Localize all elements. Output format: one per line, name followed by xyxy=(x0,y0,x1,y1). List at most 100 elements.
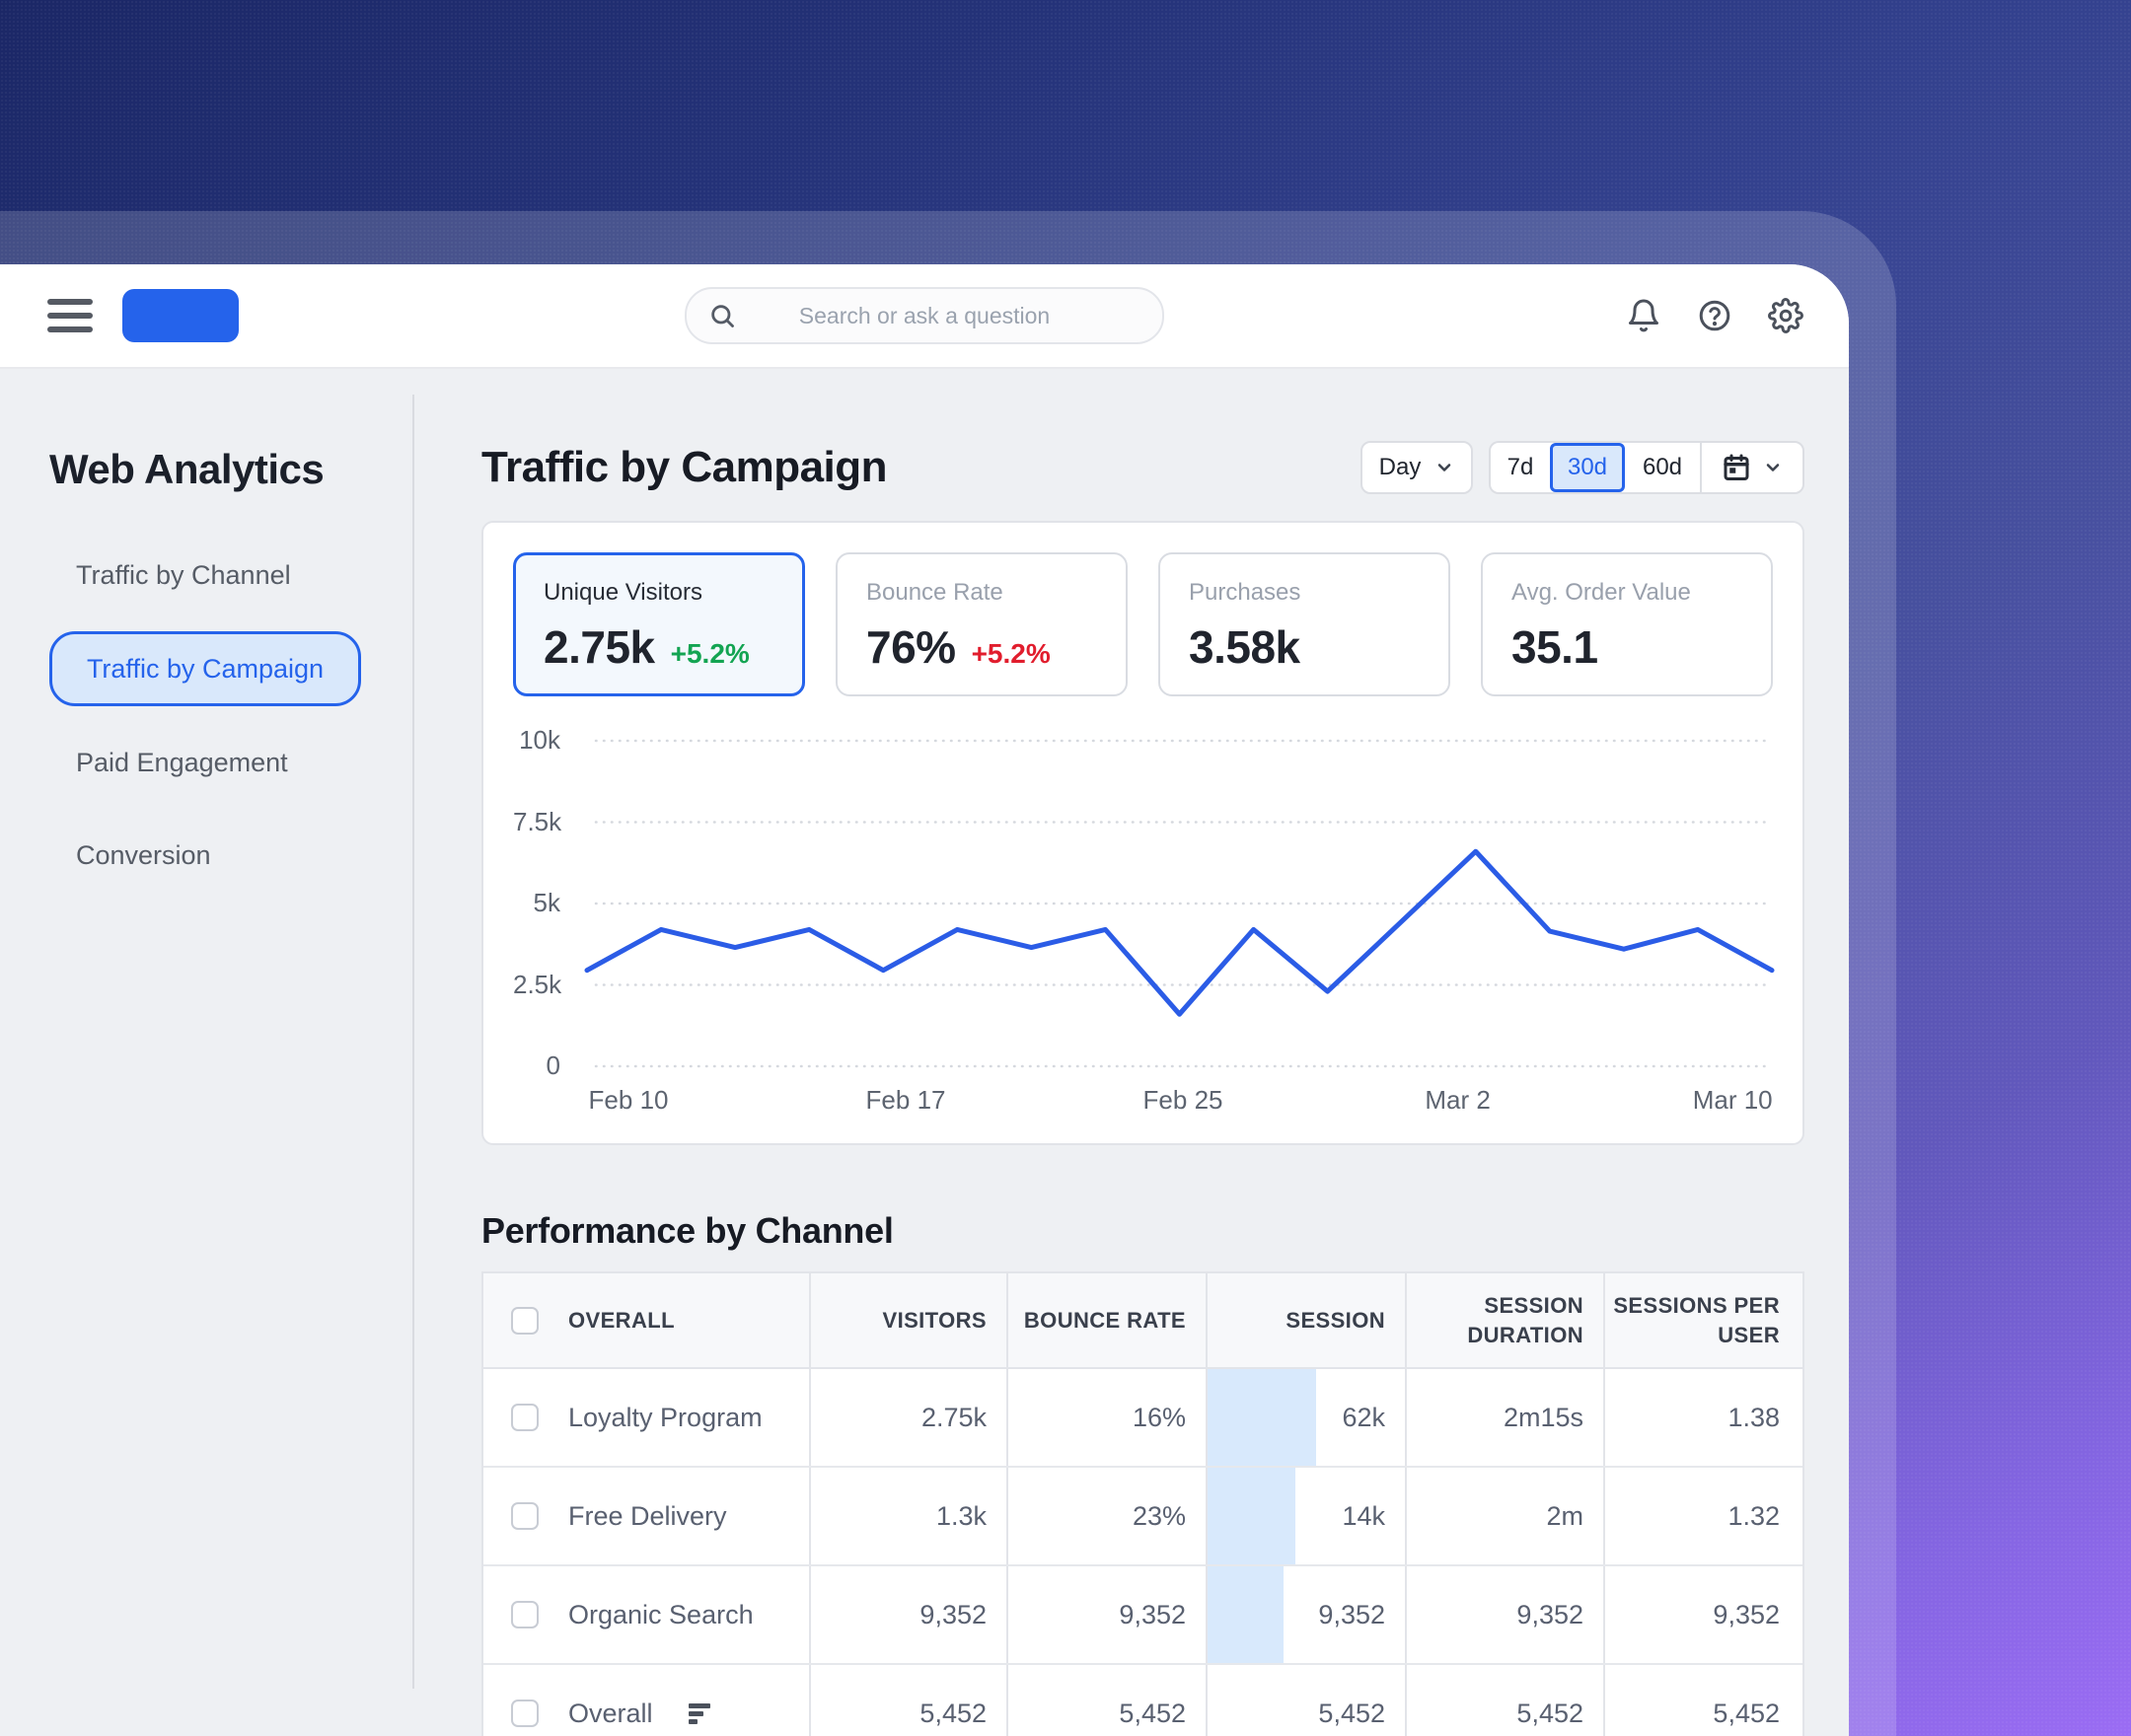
range-7d[interactable]: 7d xyxy=(1506,454,1534,480)
cell-value: 9,352 xyxy=(1119,1599,1186,1629)
cell-visitors: 1.3k xyxy=(811,1468,1008,1564)
cell-value: 2m15s xyxy=(1503,1402,1583,1432)
row-checkbox[interactable] xyxy=(511,1502,539,1530)
sidebar-item-conversion[interactable]: Conversion xyxy=(76,840,211,870)
cell-value: 9,352 xyxy=(1713,1599,1780,1629)
cell-sessions-per-user: 9,352 xyxy=(1605,1566,1800,1663)
cell-visitors: 5,452 xyxy=(811,1665,1008,1736)
granularity-dropdown[interactable]: Day xyxy=(1360,441,1473,494)
cell-visitors: 2.75k xyxy=(811,1369,1008,1466)
table-row-free-delivery[interactable]: Free Delivery 1.3k 23% 14k 2m 1.32 xyxy=(483,1468,1802,1566)
header-cell-visitors: VISITORS xyxy=(811,1273,1008,1367)
table-header-row: OVERALL VISITORS BOUNCE RATE SESSION SESSION… xyxy=(483,1273,1802,1369)
row-label: Overall xyxy=(568,1698,653,1728)
logo[interactable] xyxy=(122,289,239,342)
chevron-down-icon xyxy=(1766,464,1780,471)
traffic-panel: Unique Visitors 2.75k +5.2% Bounce Rate 76% +… xyxy=(481,521,1804,1145)
kpi-label: Unique Visitors xyxy=(544,579,702,606)
kpi-value: 3.58k xyxy=(1189,621,1300,673)
kpi-delta: +5.2% xyxy=(670,638,750,669)
search-bar[interactable] xyxy=(685,287,1164,344)
main-content: Traffic by Campaign Day 7d 30d 60d xyxy=(414,369,1849,1736)
menu-icon[interactable] xyxy=(47,299,93,332)
help-icon[interactable] xyxy=(1697,298,1732,333)
search-input[interactable] xyxy=(687,288,1162,343)
kpi-label: Avg. Order Value xyxy=(1511,579,1691,606)
row-name-cell: Overall xyxy=(483,1665,811,1736)
sidebar-item-traffic-by-channel[interactable]: Traffic by Channel xyxy=(76,560,291,590)
cell-value: 9,352 xyxy=(919,1599,987,1629)
x-axis-tick: Mar 10 xyxy=(1692,1085,1773,1115)
cell-sessions-per-user: 1.32 xyxy=(1605,1468,1800,1564)
cell-value: 1.38 xyxy=(1727,1402,1780,1432)
cell-session: 9,352 xyxy=(1208,1566,1407,1663)
row-label: Loyalty Program xyxy=(568,1402,763,1432)
cell-value: 2.75k xyxy=(920,1402,987,1432)
kpi-card-unique-visitors[interactable]: Unique Visitors 2.75k +5.2% xyxy=(513,552,805,696)
sidebar: Web Analytics Traffic by Channel Traffic … xyxy=(0,369,414,1736)
header-cell-sessions-per-user: SESSIONS PER USER xyxy=(1613,1292,1780,1347)
sidebar-item-traffic-by-campaign[interactable]: Traffic by Campaign xyxy=(49,631,361,706)
calendar-dropdown[interactable] xyxy=(1700,441,1804,494)
header-label: OVERALL xyxy=(568,1307,675,1333)
kpi-label: Bounce Rate xyxy=(866,579,1003,606)
kpi-value: 35.1 xyxy=(1511,621,1598,673)
table-row-organic-search[interactable]: Organic Search 9,352 9,352 9,352 9,352 9,352 xyxy=(483,1566,1802,1665)
row-checkbox[interactable] xyxy=(511,1601,539,1628)
kpi-label: Purchases xyxy=(1189,579,1301,606)
header-cell-bounce-rate: BOUNCE RATE xyxy=(1008,1273,1208,1367)
bell-icon[interactable] xyxy=(1626,298,1661,333)
cell-value: 62k xyxy=(1342,1402,1385,1432)
select-all-checkbox[interactable] xyxy=(511,1306,539,1335)
cell-bounce-rate: 5,452 xyxy=(1008,1665,1208,1736)
header-cell-session-duration: SESSION DURATION xyxy=(1407,1273,1605,1367)
cell-value: 1.3k xyxy=(935,1500,987,1531)
cell-value: 23% xyxy=(1132,1500,1186,1531)
x-axis-tick: Mar 2 xyxy=(1425,1085,1491,1115)
table-row-loyalty-program[interactable]: Loyalty Program 2.75k 16% 62k 2m15s 1.38 xyxy=(483,1369,1802,1468)
row-checkbox[interactable] xyxy=(511,1404,539,1431)
cell-session-duration: 5,452 xyxy=(1407,1665,1605,1736)
kpi-value: 76% xyxy=(866,621,956,673)
top-bar xyxy=(0,264,1849,369)
granularity-label: Day xyxy=(1378,454,1422,480)
settings-icon[interactable] xyxy=(1768,298,1803,333)
cell-sessions-per-user: 5,452 xyxy=(1605,1665,1800,1736)
summary-bars-icon[interactable] xyxy=(688,1702,710,1724)
kpi-card-avg-order-value[interactable]: Avg. Order Value 35.1 xyxy=(1481,552,1773,696)
chart-plot xyxy=(584,739,1775,1068)
calendar-icon xyxy=(1724,454,1749,480)
app-window: Web Analytics Traffic by ChannelTraffic … xyxy=(0,264,1849,1736)
session-bar xyxy=(1208,1566,1284,1663)
kpi-card-purchases[interactable]: Purchases 3.58k xyxy=(1158,552,1450,696)
kpi-value-row: 76% +5.2% xyxy=(866,620,1097,674)
cell-value: 16% xyxy=(1132,1402,1186,1432)
x-axis-tick: Feb 25 xyxy=(1142,1085,1223,1115)
row-label: Organic Search xyxy=(568,1599,754,1629)
sidebar-item-paid-engagement[interactable]: Paid Engagement xyxy=(76,748,288,777)
cell-value: 5,452 xyxy=(1516,1698,1583,1728)
row-label: Free Delivery xyxy=(568,1500,727,1531)
cell-bounce-rate: 23% xyxy=(1008,1468,1208,1564)
table-row-overall[interactable]: Overall 5,452 5,452 5,452 5,452 5,452 xyxy=(483,1665,1802,1736)
kpi-card-bounce-rate[interactable]: Bounce Rate 76% +5.2% xyxy=(836,552,1128,696)
cell-bounce-rate: 9,352 xyxy=(1008,1566,1208,1663)
cell-value: 14k xyxy=(1342,1500,1385,1531)
cell-session: 14k xyxy=(1208,1468,1407,1564)
page-title: Traffic by Campaign xyxy=(481,443,888,491)
cell-value: 5,452 xyxy=(919,1698,987,1728)
main-header: Traffic by Campaign Day 7d 30d 60d xyxy=(481,440,1804,495)
range-30d[interactable]: 30d xyxy=(1550,443,1625,492)
time-controls: Day 7d 30d 60d xyxy=(1360,441,1804,494)
topbar-icons xyxy=(1626,264,1803,367)
y-axis-tick: 10k xyxy=(519,725,560,755)
kpi-value: 2.75k xyxy=(544,621,655,673)
row-checkbox[interactable] xyxy=(511,1700,539,1727)
y-axis-tick: 2.5k xyxy=(513,969,562,999)
range-60d[interactable]: 60d xyxy=(1642,454,1683,480)
y-axis-tick: 7.5k xyxy=(513,806,562,836)
session-bar xyxy=(1208,1369,1316,1466)
kpi-row: Unique Visitors 2.75k +5.2% Bounce Rate 76% +… xyxy=(513,552,1773,696)
cell-visitors: 9,352 xyxy=(811,1566,1008,1663)
search-icon xyxy=(711,305,734,327)
